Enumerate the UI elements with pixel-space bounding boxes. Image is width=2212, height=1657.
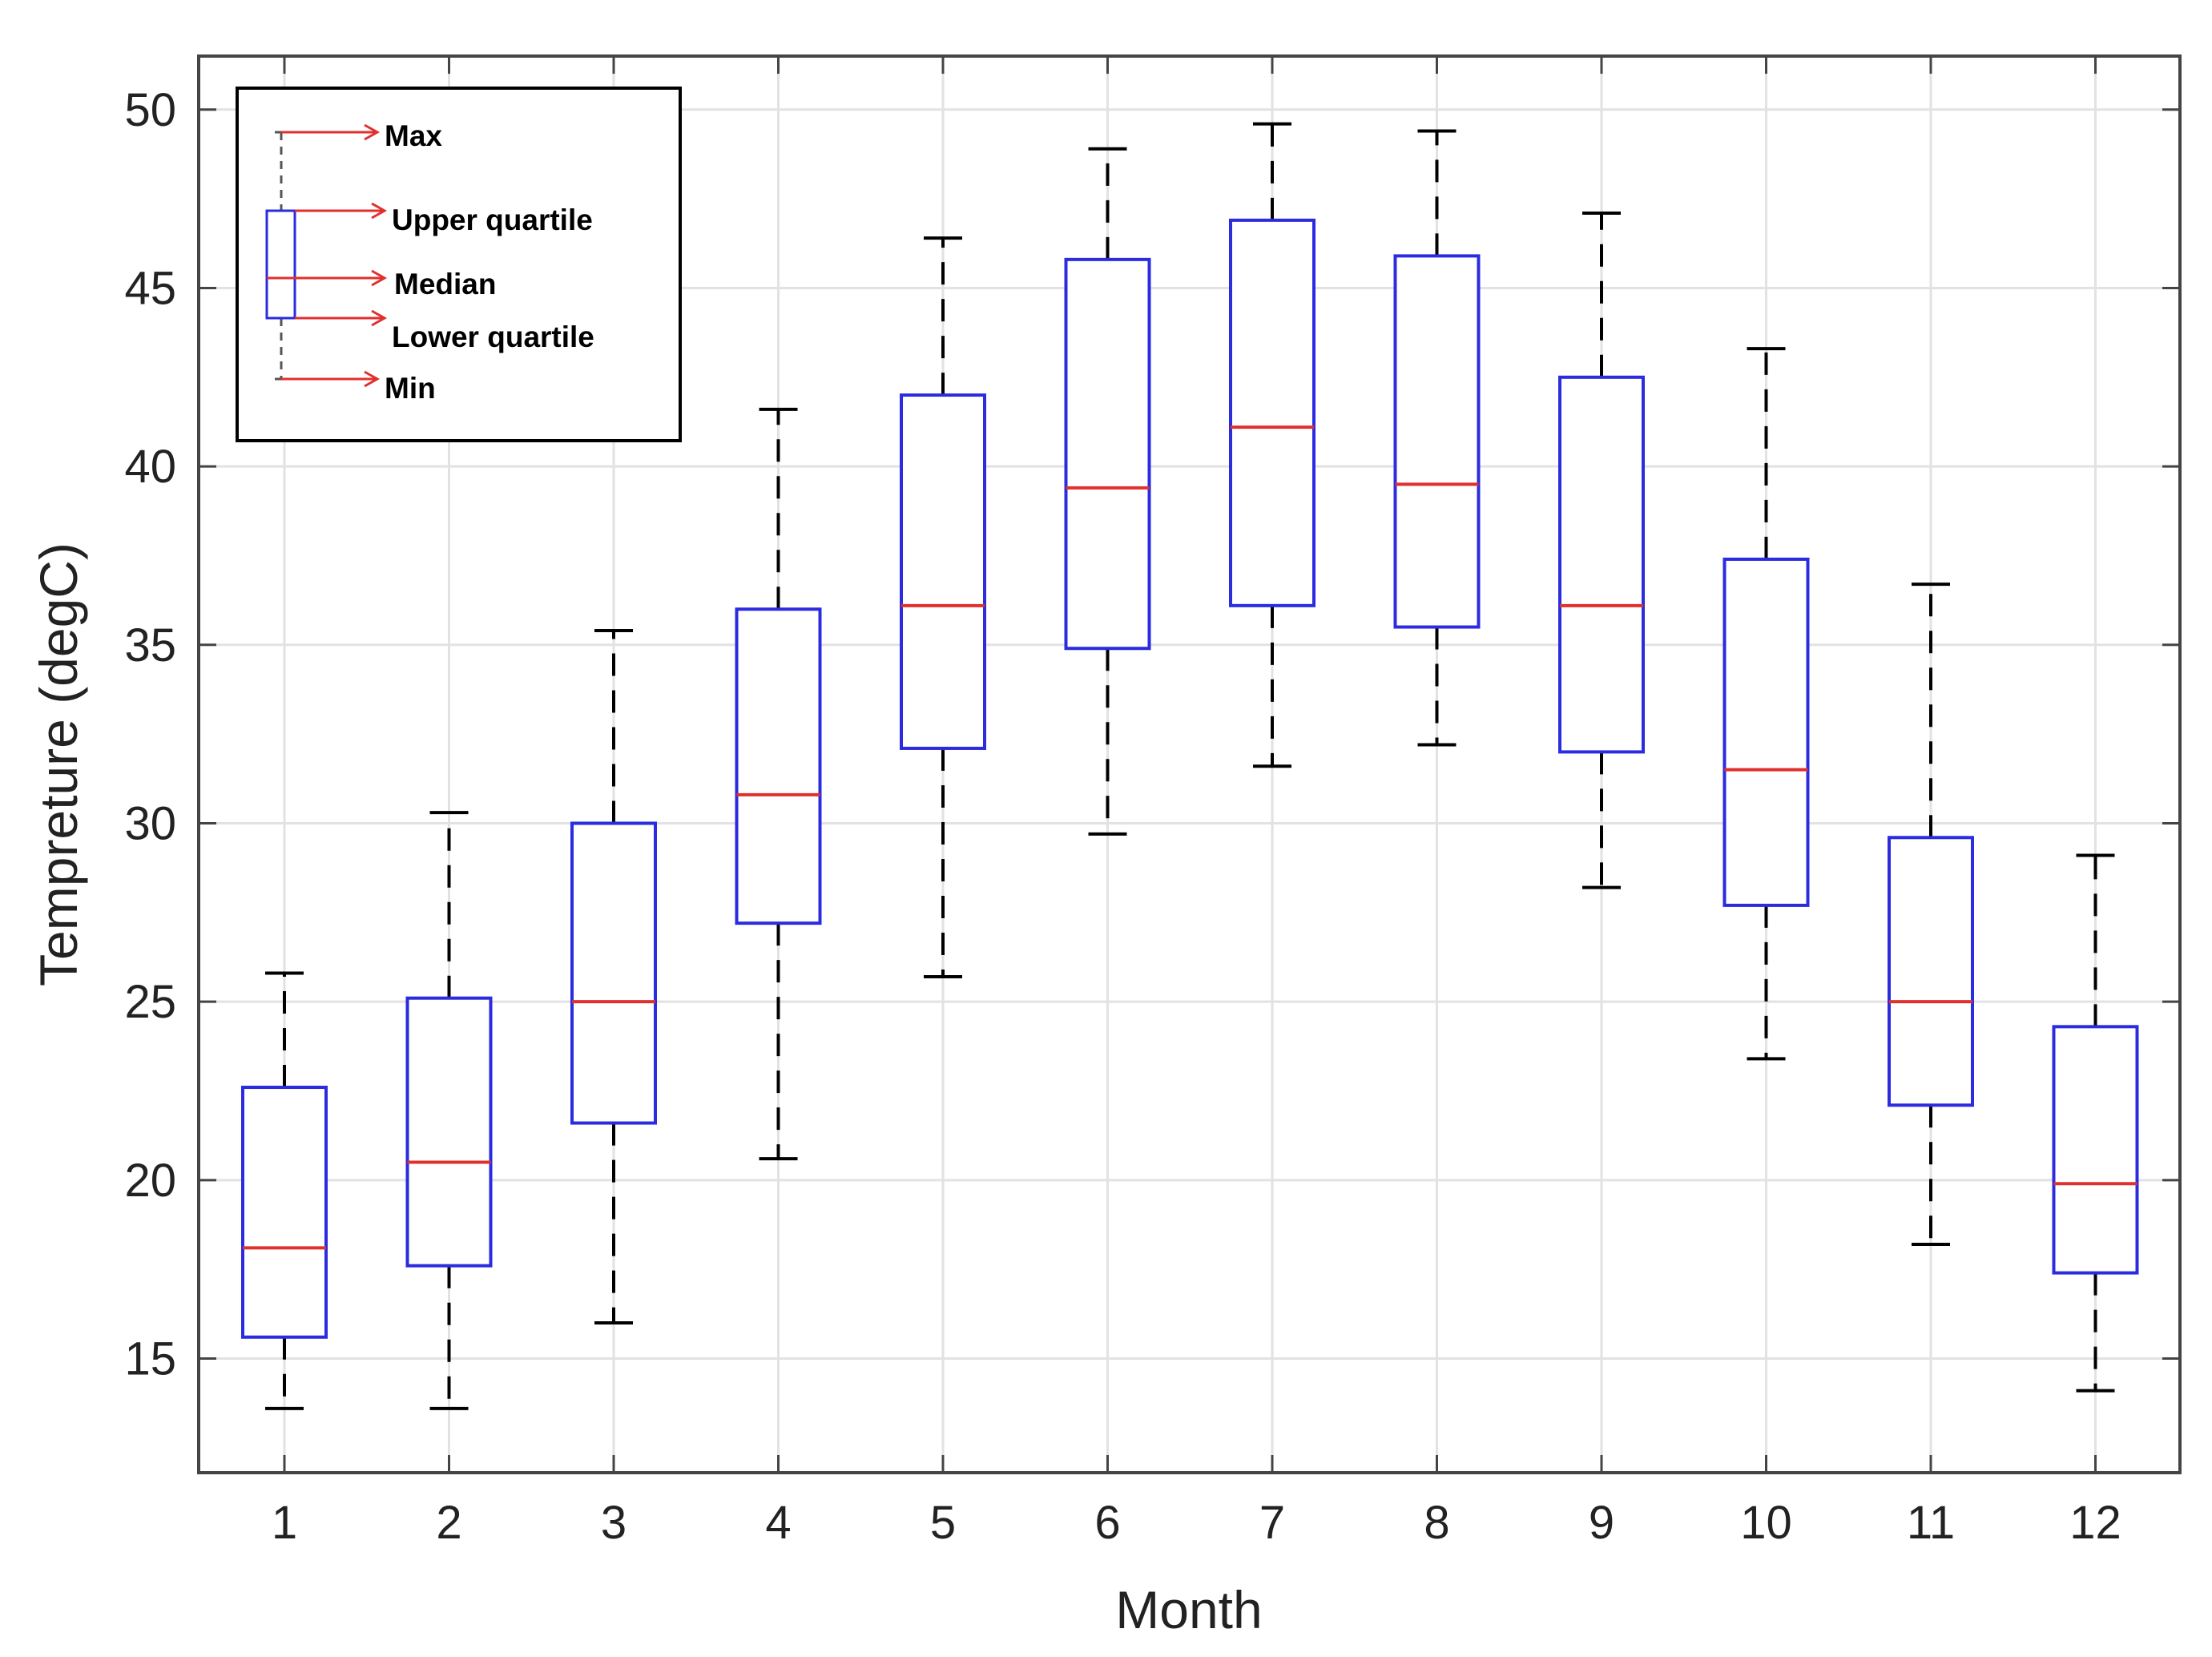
x-tick-label: 11	[1907, 1497, 1955, 1549]
y-axis-ticks: 15 20 25 30 35 40 45 50	[124, 84, 2180, 1385]
x-tick-label: 9	[1589, 1497, 1614, 1549]
box-month-12	[2052, 853, 2139, 1393]
y-tick-label: 50	[124, 84, 176, 136]
legend-upper-quartile-arrowhead	[371, 202, 388, 220]
legend-min-label: Min	[385, 372, 436, 405]
legend-frame	[236, 87, 682, 442]
y-tick-label: 45	[124, 262, 176, 314]
box-month-6	[1064, 147, 1151, 836]
iqr-box	[1888, 836, 1974, 1107]
legend-lower-quartile-label: Lower quartile	[392, 321, 594, 353]
y-axis-label: Tempreture (degC)	[29, 542, 88, 986]
legend: Max Upper quartile Median Lower quartile…	[236, 87, 682, 442]
x-tick-label: 6	[1094, 1497, 1120, 1549]
iqr-box	[1229, 218, 1316, 607]
legend-max-arrowhead	[364, 123, 381, 141]
box-month-5	[900, 236, 986, 978]
iqr-box	[735, 607, 822, 925]
x-tick-label: 10	[1740, 1497, 1792, 1549]
iqr-box	[570, 821, 657, 1125]
box-month-7	[1229, 122, 1316, 768]
y-tick-label: 35	[124, 619, 176, 671]
legend-max-label: Max	[385, 119, 442, 152]
iqr-box	[405, 996, 493, 1268]
y-tick-label: 25	[124, 976, 176, 1028]
x-tick-label: 12	[2069, 1497, 2121, 1549]
iqr-box	[2052, 1025, 2139, 1275]
iqr-box	[900, 393, 986, 750]
legend-median-arrowhead	[371, 269, 388, 287]
plot-area-frame	[197, 54, 2182, 1474]
iqr-box	[1722, 557, 1810, 907]
y-tick-label: 20	[124, 1155, 176, 1207]
legend-upper-quartile-label: Upper quartile	[392, 204, 593, 236]
y-tick-label: 30	[124, 797, 176, 849]
x-tick-label: 8	[1424, 1497, 1449, 1549]
legend-box	[265, 209, 296, 320]
legend-lower-quartile-arrowhead	[371, 309, 388, 327]
x-tick-label: 2	[436, 1497, 461, 1549]
iqr-box	[241, 1086, 328, 1339]
box-month-3	[570, 628, 657, 1324]
x-axis-ticks: 1 2 3 4 5 6 7 8 9 10 11 12	[272, 56, 2121, 1549]
iqr-box	[1558, 375, 1645, 754]
box-month-9	[1558, 211, 1645, 889]
x-tick-label: 5	[930, 1497, 956, 1549]
x-tick-label: 7	[1259, 1497, 1285, 1549]
box-month-8	[1393, 129, 1481, 747]
y-tick-label: 15	[124, 1332, 176, 1385]
box-month-2	[405, 811, 493, 1410]
x-tick-label: 4	[765, 1497, 791, 1549]
box-month-4	[735, 407, 822, 1161]
box-month-11	[1888, 583, 1974, 1246]
box-month-1	[241, 971, 328, 1410]
x-axis-label: Month	[1115, 1580, 1262, 1639]
x-tick-label: 1	[272, 1497, 297, 1549]
iqr-box	[1064, 257, 1151, 651]
legend-min-arrowhead	[364, 370, 381, 388]
legend-median-label: Median	[394, 268, 496, 300]
iqr-box	[1393, 254, 1481, 629]
x-tick-label: 3	[601, 1497, 627, 1549]
box-series	[241, 122, 2139, 1410]
y-tick-label: 40	[124, 441, 176, 493]
box-month-10	[1722, 347, 1810, 1061]
